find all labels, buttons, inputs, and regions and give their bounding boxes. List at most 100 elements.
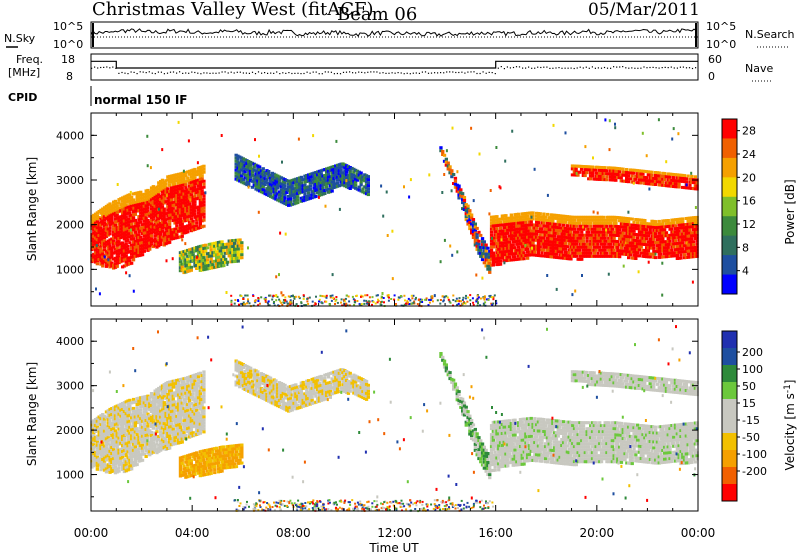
heatmap-cell — [668, 178, 672, 182]
heatmap-cell — [605, 233, 609, 237]
heatmap-cell — [265, 172, 269, 176]
heatmap-cell — [544, 224, 548, 228]
heatmap-cell — [688, 234, 692, 238]
heatmap-cell — [493, 257, 497, 261]
heatmap-cell — [236, 163, 240, 167]
heatmap-cell — [538, 248, 542, 252]
speckle-cell — [439, 260, 442, 264]
heatmap-cell — [133, 242, 137, 246]
heatmap-cell — [122, 255, 127, 259]
heatmap-cell — [598, 245, 602, 249]
heatmap-cell — [119, 206, 123, 210]
heatmap-cell — [287, 188, 291, 192]
heatmap-cell — [97, 216, 101, 219]
heatmap-cell — [279, 176, 284, 180]
ground-scatter-cell — [297, 295, 300, 298]
heatmap-cell — [252, 165, 256, 169]
speckle-cell — [443, 173, 446, 176]
heatmap-cell — [104, 207, 109, 211]
heatmap-cell — [294, 195, 298, 199]
heatmap-cell — [569, 230, 573, 234]
power-colorbar-tick-label: 12 — [742, 218, 756, 231]
heatmap-cell — [104, 228, 109, 232]
heatmap-cell — [668, 184, 672, 188]
heatmap-cell — [99, 241, 103, 245]
heatmap-cell — [560, 226, 564, 230]
nave-point — [209, 72, 211, 74]
heatmap-cell — [500, 241, 504, 245]
heatmap-cell — [90, 254, 94, 258]
heatmap-cell — [545, 236, 550, 240]
heatmap-cell — [162, 213, 166, 217]
speckle-cell — [622, 264, 625, 268]
heatmap-cell — [312, 186, 316, 190]
heatmap-cell — [664, 234, 669, 238]
heatmap-cell — [126, 196, 130, 200]
ground-scatter-cell — [458, 297, 461, 300]
heatmap-cell — [142, 210, 146, 214]
heatmap-cell — [182, 189, 186, 193]
heatmap-cell — [695, 254, 699, 258]
heatmap-cell — [364, 186, 369, 190]
heatmap-cell — [317, 175, 322, 179]
heatmap-cell — [121, 211, 125, 215]
heatmap-cell — [569, 218, 573, 222]
heatmap-cell — [518, 233, 523, 237]
heatmap-cell — [175, 197, 179, 201]
heatmap-cell — [549, 234, 553, 238]
nave-point — [455, 71, 457, 74]
heatmap-cell — [231, 254, 235, 258]
heatmap-cell — [511, 258, 515, 262]
heatmap-cell — [184, 264, 188, 268]
heatmap-cell — [146, 188, 150, 192]
heatmap-cell — [189, 247, 193, 251]
heatmap-cell — [93, 445, 98, 448]
heatmap-cell — [112, 266, 116, 270]
ground-scatter-cell — [352, 298, 355, 301]
speckle-cell — [582, 225, 584, 229]
heatmap-cell — [536, 254, 541, 257]
heatmap-cell — [198, 220, 202, 223]
heatmap-cell — [583, 224, 587, 228]
power-colorbar-tick-label: 8 — [742, 241, 749, 254]
heatmap-cell — [648, 231, 652, 235]
heatmap-cell — [160, 208, 165, 212]
heatmap-cell — [198, 256, 202, 260]
heatmap-cell — [628, 223, 633, 227]
heatmap-cell — [498, 250, 503, 254]
heatmap-cell — [596, 171, 600, 175]
heatmap-cell — [99, 438, 103, 442]
heatmap-cell — [653, 180, 658, 183]
heatmap-cell — [596, 218, 600, 222]
heatmap-cell — [553, 216, 557, 220]
heatmap-cell — [169, 198, 174, 202]
heatmap-cell — [267, 194, 271, 197]
heatmap-cell — [693, 246, 697, 249]
heatmap-cell — [670, 181, 674, 185]
heatmap-cell — [468, 224, 472, 228]
heatmap-cell — [102, 429, 107, 433]
heatmap-cell — [137, 251, 141, 255]
heatmap-cell — [545, 239, 550, 243]
heatmap-cell — [641, 221, 645, 225]
heatmap-cell — [679, 238, 683, 242]
heatmap-cell — [189, 178, 193, 182]
heatmap-cell — [475, 226, 479, 230]
heatmap-cell — [545, 218, 550, 222]
heatmap-cell — [169, 189, 174, 193]
heatmap-cell — [202, 170, 206, 174]
heatmap-cell — [442, 153, 447, 157]
heatmap-cell — [119, 257, 123, 261]
heatmap-cell — [110, 219, 114, 223]
heatmap-cell — [511, 255, 515, 259]
heatmap-cell — [187, 220, 192, 224]
heatmap-cell — [95, 262, 99, 266]
heatmap-cell — [672, 218, 676, 222]
heatmap-cell — [157, 232, 161, 236]
heatmap-cell — [108, 464, 112, 468]
heatmap-cell — [247, 166, 251, 169]
heatmap-cell — [312, 180, 316, 184]
heatmap-cell — [148, 247, 152, 251]
heatmap-cell — [193, 255, 197, 259]
y-tick-label: 4000 — [56, 129, 84, 142]
